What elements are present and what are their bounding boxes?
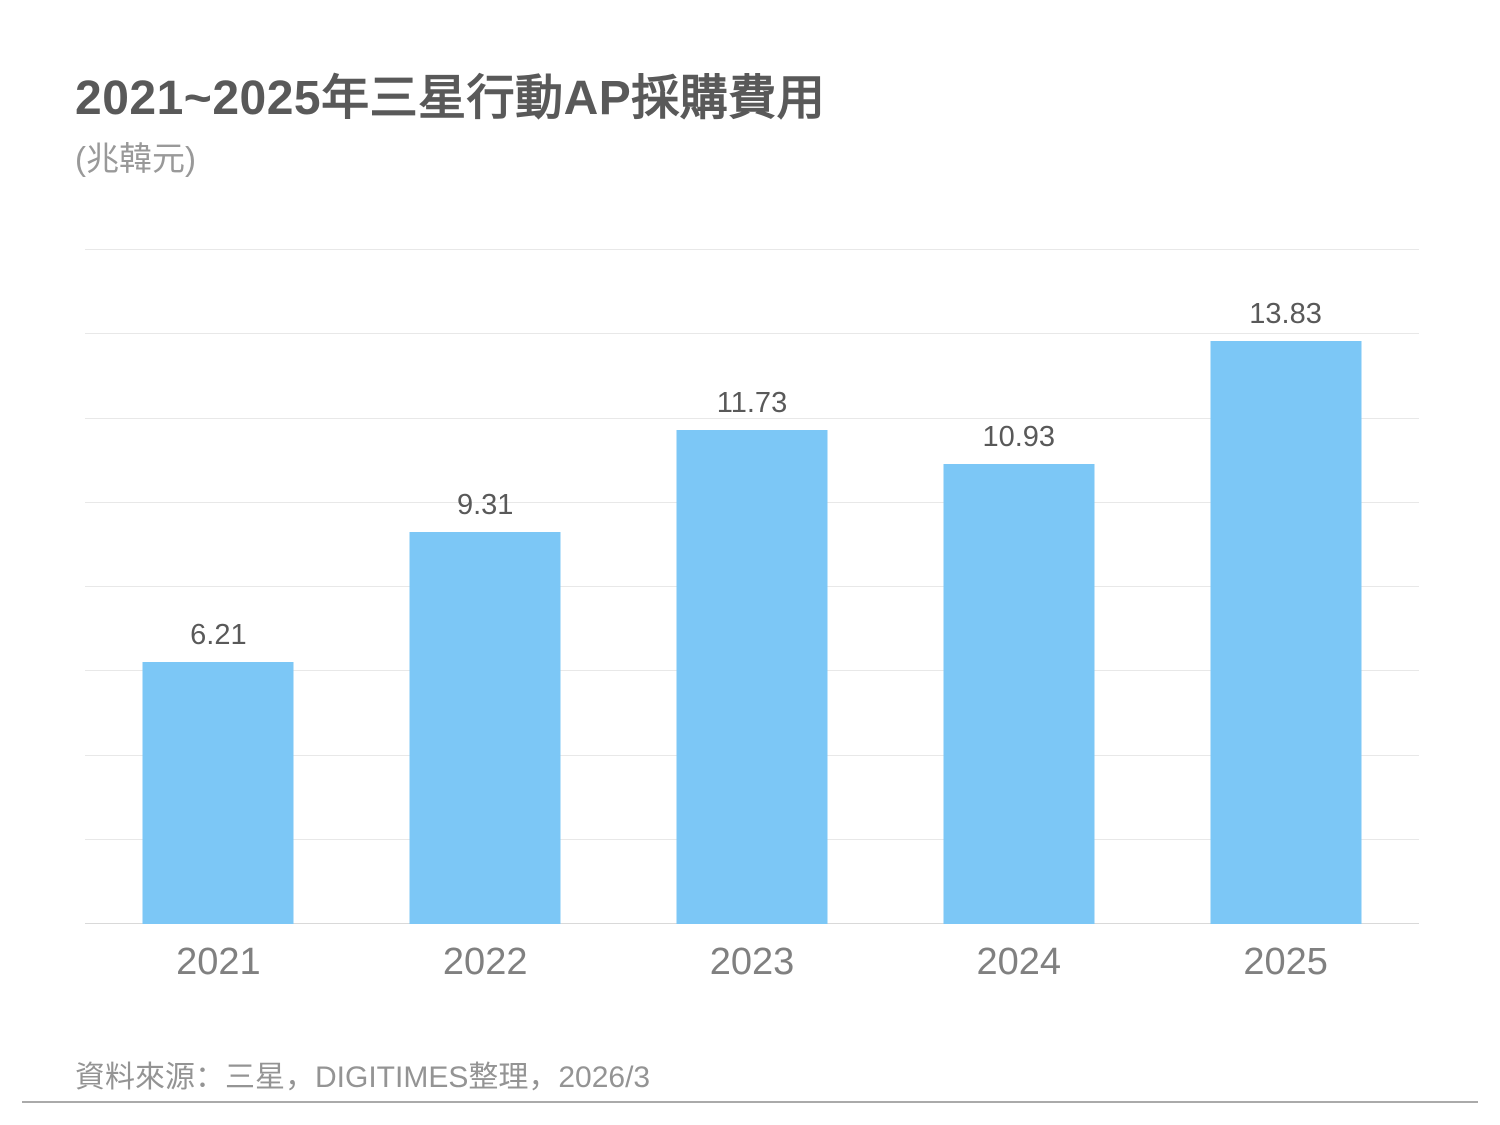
gridline-14 (85, 333, 1419, 335)
x-tick-2022: 2022 (442, 941, 528, 983)
bar-2023 (676, 429, 828, 924)
bar-slot-2024: 10.93 (885, 250, 1152, 924)
bar-value-label-2021: 6.21 (190, 619, 247, 652)
gridline-16 (85, 249, 1419, 250)
bar-value-label-2022: 9.31 (456, 488, 514, 521)
gridline-12 (85, 417, 1419, 419)
bar-value-label-2024: 10.93 (982, 420, 1056, 453)
footer-divider (22, 1101, 1478, 1103)
x-axis: 2021 2022 2023 2024 2025 (85, 938, 1419, 987)
bar-2025 (1210, 341, 1362, 924)
chart-title: 2021~2025年三星行動AP採購費用 (75, 72, 826, 125)
x-tick-2025: 2025 (1243, 941, 1328, 983)
source-note: 資料來源：三星，DIGITIMES整理，2026/3 (75, 1061, 651, 1094)
bar-value-label-2025: 13.83 (1249, 298, 1322, 331)
bar-2021 (142, 662, 294, 924)
bars-row: 6.21 9.31 11.73 10.93 13.83 (85, 250, 1419, 924)
x-tick-2024: 2024 (976, 941, 1062, 983)
chart-unit-label: (兆韓元) (75, 140, 196, 177)
x-tick-2023: 2023 (709, 941, 795, 983)
bar-chart-plot: 6.21 9.31 11.73 10.93 13.83 (85, 249, 1419, 924)
bar-value-label-2023: 11.73 (716, 386, 788, 419)
bar-slot-2025: 13.83 (1152, 250, 1419, 924)
bar-2024 (943, 463, 1095, 924)
bar-slot-2021: 6.21 (85, 250, 352, 924)
bar-slot-2022: 9.31 (352, 250, 619, 924)
bar-2022 (409, 531, 561, 924)
bar-slot-2023: 11.73 (619, 250, 886, 924)
x-tick-2021: 2021 (176, 941, 261, 983)
